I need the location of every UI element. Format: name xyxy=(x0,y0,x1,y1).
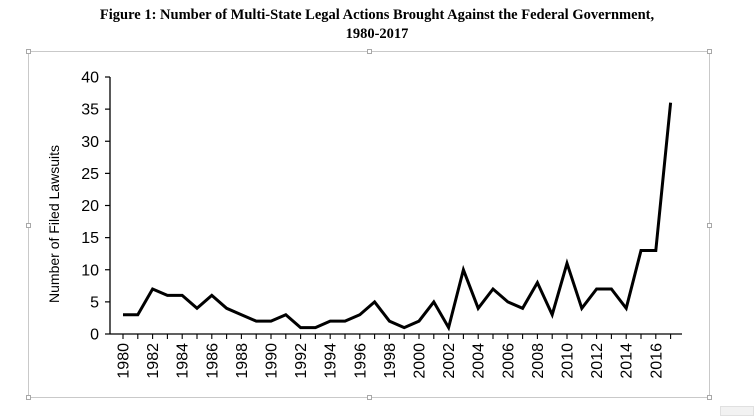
x-tick-label-2008: 2008 xyxy=(530,343,547,379)
y-tick-label-10: 10 xyxy=(81,262,99,279)
y-tick-label-40: 40 xyxy=(81,70,99,87)
resize-handle-bottom-center[interactable] xyxy=(367,395,372,400)
x-tick-label-2014: 2014 xyxy=(619,343,636,379)
watermark-badge xyxy=(720,406,754,416)
x-tick-label-1980: 1980 xyxy=(116,343,133,379)
resize-handle-bottom-right[interactable] xyxy=(707,395,712,400)
y-axis-label: Number of Filed Lawsuits xyxy=(46,145,62,303)
chart-axes xyxy=(109,77,682,335)
x-tick-label-1988: 1988 xyxy=(234,343,251,379)
y-tick-label-0: 0 xyxy=(90,327,99,344)
chart-frame[interactable] xyxy=(26,49,712,400)
y-tick-label-15: 15 xyxy=(81,230,99,247)
x-tick-label-1992: 1992 xyxy=(293,343,310,379)
chart-title-line-1: Figure 1: Number of Multi-State Legal Ac… xyxy=(99,7,655,23)
y-axis-ticks: 0 5 10 15 20 25 30 35 40 xyxy=(81,70,110,344)
y-tick-label-25: 25 xyxy=(81,166,99,183)
x-tick-label-2012: 2012 xyxy=(589,343,606,379)
resize-handle-top-left[interactable] xyxy=(26,49,31,54)
x-tick-label-2002: 2002 xyxy=(441,343,458,379)
x-tick-label-2016: 2016 xyxy=(648,343,665,379)
x-tick-label-1994: 1994 xyxy=(323,343,340,379)
x-tick-label-1986: 1986 xyxy=(204,343,221,379)
chart-title-line-2: 1980-2017 xyxy=(345,26,409,42)
x-tick-label-2000: 2000 xyxy=(412,343,429,379)
x-tick-label-2010: 2010 xyxy=(560,343,577,379)
resize-handle-bottom-left[interactable] xyxy=(26,395,31,400)
series-group xyxy=(122,102,673,332)
x-tick-label-1998: 1998 xyxy=(382,343,399,379)
series-line-lawsuits xyxy=(123,102,673,332)
resize-handle-top-right[interactable] xyxy=(707,49,712,54)
y-tick-label-20: 20 xyxy=(81,198,99,215)
resize-handle-middle-left[interactable] xyxy=(26,223,31,228)
x-tick-label-1984: 1984 xyxy=(175,343,192,379)
y-tick-label-35: 35 xyxy=(81,102,99,119)
x-axis-ticks: 1980 1982 1984 1986 1988 1990 1992 1994 1996 1998… xyxy=(116,334,672,379)
y-tick-label-30: 30 xyxy=(81,134,99,151)
x-tick-label-2004: 2004 xyxy=(471,343,488,379)
chart-title: Figure 1: Number of Multi-State Legal Ac… xyxy=(0,6,754,44)
resize-handle-middle-right[interactable] xyxy=(707,223,712,228)
y-tick-label-5: 5 xyxy=(90,294,99,311)
x-tick-label-1990: 1990 xyxy=(264,343,281,379)
x-tick-label-1996: 1996 xyxy=(352,343,369,379)
resize-handle-top-center[interactable] xyxy=(367,49,372,54)
x-tick-label-2006: 2006 xyxy=(500,343,517,379)
x-tick-label-1982: 1982 xyxy=(145,343,162,379)
